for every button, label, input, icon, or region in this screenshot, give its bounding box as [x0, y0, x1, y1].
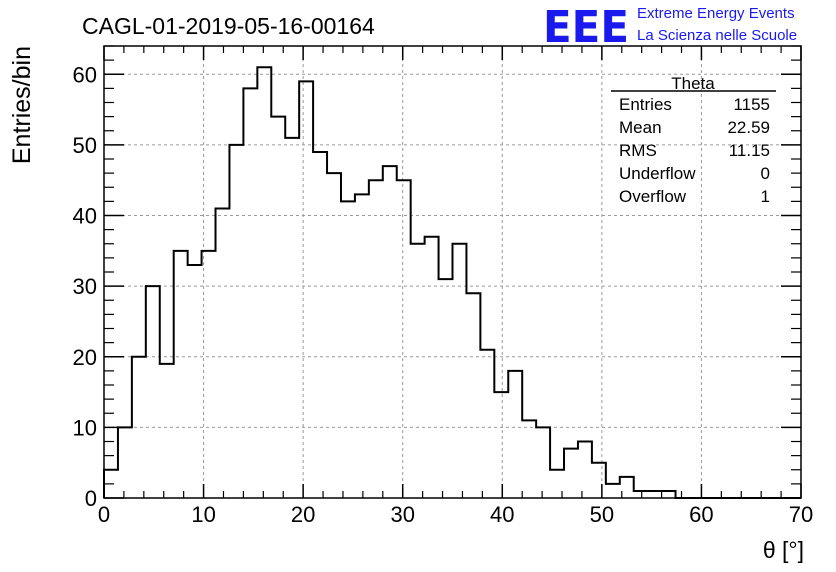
stats-rows: Entries 1155 Mean 22.59 RMS 11.15 Underflow 0 Ov…: [619, 95, 770, 206]
plot-frame: [103, 45, 802, 499]
x-tick-label: 70: [789, 502, 813, 527]
stats-label: Mean: [619, 118, 662, 137]
x-tick-label: 10: [191, 502, 215, 527]
stats-box: Theta Entries 1155 Mean 22.59 RMS 11.15 Underf…: [611, 74, 776, 206]
grid-lines: [104, 46, 801, 498]
logo-line-2: La Scienza nelle Scuole: [637, 27, 797, 44]
eee-logo-mark: EEE: [543, 2, 629, 53]
y-tick-label: 10: [73, 415, 97, 440]
stats-value: 1155: [733, 95, 770, 114]
y-tick-label: 0: [85, 486, 97, 511]
logo-line-1: Extreme Energy Events: [637, 5, 795, 22]
x-tick-labels: 0 10 20 30 40 50 60 70: [98, 502, 813, 527]
y-tick-label: 30: [73, 274, 97, 299]
stats-value: 0: [761, 164, 770, 183]
stats-value: 11.15: [729, 141, 770, 160]
y-tick-label: 40: [73, 204, 97, 229]
y-tick-labels: 0 10 20 30 40 50 60: [73, 62, 97, 511]
chart-title: CAGL-01-2019-05-16-00164: [82, 13, 375, 39]
y-axis-label: Entries/bin: [8, 46, 36, 164]
stats-label: Entries: [619, 95, 672, 114]
x-tick-label: 0: [98, 502, 110, 527]
y-tick-label: 20: [73, 345, 97, 370]
x-tick-label: 50: [590, 502, 614, 527]
stats-label: Underflow: [619, 164, 696, 183]
x-tick-label: 60: [689, 502, 713, 527]
histogram-series: [103, 66, 801, 499]
y-tick-label: 50: [73, 133, 97, 158]
stats-box-title: Theta: [671, 74, 715, 93]
stats-value: 22.59: [727, 118, 770, 137]
x-tick-label: 20: [291, 502, 315, 527]
x-tick-label: 40: [490, 502, 514, 527]
stats-value: 1: [761, 187, 770, 206]
stats-label: RMS: [619, 141, 657, 160]
stats-label: Overflow: [619, 187, 687, 206]
x-axis-label: θ [°]: [763, 537, 804, 563]
y-tick-label: 60: [73, 62, 97, 87]
x-tick-label: 30: [390, 502, 414, 527]
